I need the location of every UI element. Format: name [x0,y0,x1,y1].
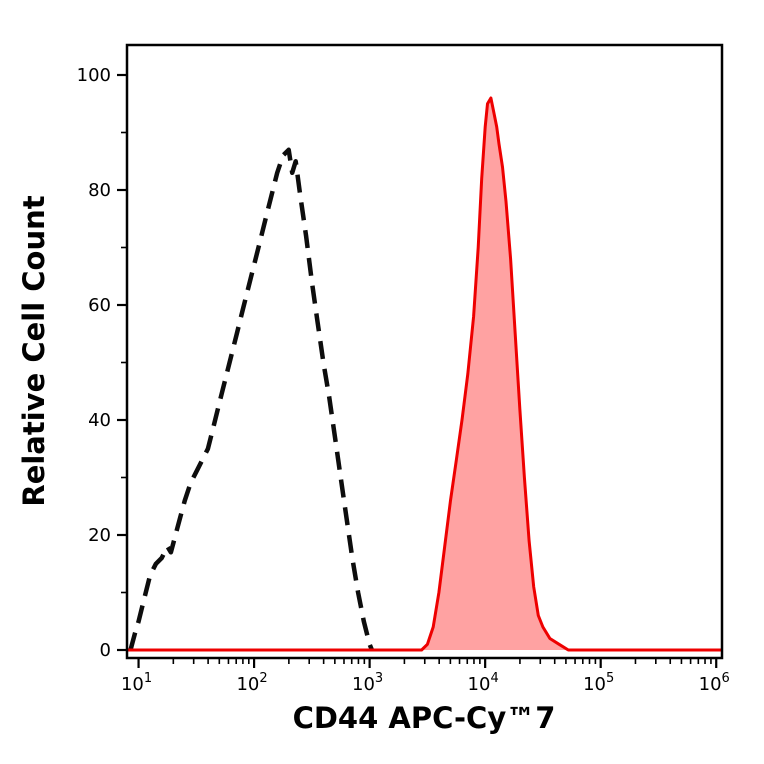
y-tick-label: 60 [88,295,111,316]
y-tick-label: 80 [88,180,111,201]
x-tick-label: 102 [236,671,267,695]
y-tick-label: 40 [88,410,111,431]
x-tick-label: 101 [121,671,152,695]
plot-frame [125,43,724,660]
x-tick-label: 104 [468,671,499,695]
chart-generated-layer: 0 20 40 60 80 100 101 102 103 104 105 106 [77,43,730,695]
series-line-control-dashed [128,147,374,651]
x-tick-label: 103 [352,671,383,695]
series-line-sample-red [127,96,722,652]
x-tick-label: 105 [583,671,614,695]
y-tick-label: 20 [88,525,111,546]
x-axis-label: CD44 APC-Cy™7 [293,701,556,735]
y-tick-label: 100 [77,65,111,86]
series-fill-sample-red [127,98,722,650]
x-tick-label: 106 [699,671,730,695]
y-axis-label: Relative Cell Count [17,195,51,506]
y-tick-label: 0 [100,640,111,661]
